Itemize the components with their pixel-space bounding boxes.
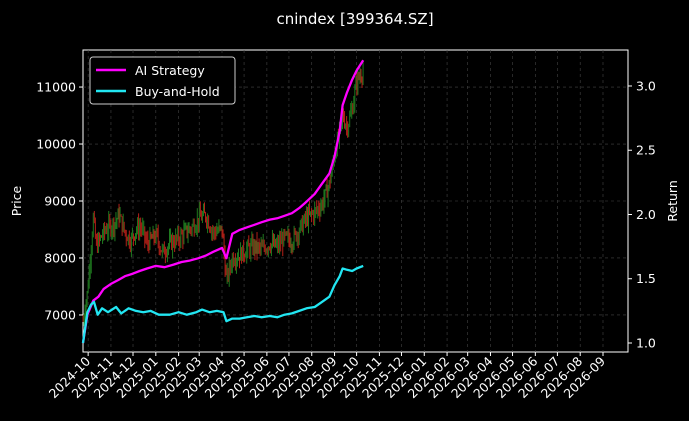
left-y-axis: 7000 8000 9000 10000 11000 (36, 80, 83, 322)
candlestick-series (82, 62, 364, 326)
buy-and-hold-line (81, 264, 364, 344)
left-axis-label: Price (9, 185, 24, 216)
ai-strategy-line (81, 59, 365, 344)
legend-label-bh: Buy-and-Hold (135, 84, 220, 99)
right-tick-label: 2.0 (636, 207, 656, 222)
right-axis-label: Return (665, 180, 680, 221)
legend-label-ai: AI Strategy (135, 63, 205, 78)
left-tick-label: 7000 (44, 307, 76, 322)
right-tick-label: 1.0 (636, 336, 656, 351)
x-axis: 2024-102024-112024-122025-012025-022025-… (46, 352, 608, 401)
right-tick-label: 1.5 (636, 271, 656, 286)
right-tick-label: 2.5 (636, 143, 656, 158)
right-tick-label: 3.0 (636, 78, 656, 93)
left-tick-label: 11000 (36, 80, 76, 95)
legend: AI Strategy Buy-and-Hold (89, 56, 236, 105)
left-tick-label: 9000 (44, 194, 76, 209)
right-y-axis: 1.0 1.5 2.0 2.5 3.0 (628, 78, 656, 351)
left-tick-label: 10000 (36, 137, 76, 152)
line-series (81, 59, 365, 344)
chart-title: cnindex [399364.SZ] (276, 10, 433, 28)
legend-box (89, 56, 236, 105)
left-tick-label: 8000 (44, 250, 76, 265)
